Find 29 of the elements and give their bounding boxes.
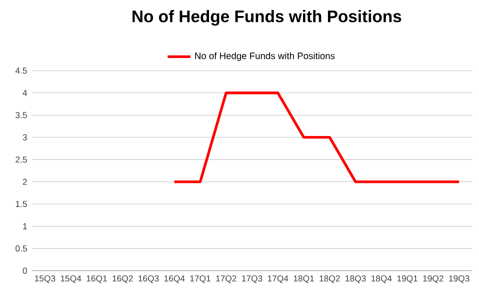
chart-title: No of Hedge Funds with Positions (132, 10, 402, 26)
y-tick-label: 2 (22, 178, 27, 185)
x-tick-label: 18Q3 (346, 275, 366, 284)
x-tick-label: 16Q1 (86, 275, 107, 284)
x-tick-label: 18Q2 (320, 275, 340, 284)
legend-label: No of Hedge Funds with Positions (195, 52, 335, 62)
y-tick-label: 3.5 (16, 112, 27, 118)
x-tick-label: 15Q3 (35, 275, 56, 284)
x-tick-label: 16Q4 (164, 275, 185, 284)
x-tick-label: 16Q3 (138, 275, 159, 284)
x-tick-label: 17Q3 (242, 275, 262, 284)
y-tick-label: 4.5 (15, 68, 27, 74)
y-tick-label: 4 (22, 90, 28, 96)
y-tick-label: 2.5 (16, 156, 27, 163)
x-tick-label: 17Q4 (268, 275, 288, 284)
x-tick-label: 17Q2 (216, 275, 236, 284)
x-tick-label: 17Q1 (190, 275, 210, 284)
y-tick-label: 3 (22, 134, 27, 140)
x-tick-label: 18Q1 (294, 275, 314, 284)
x-tick-label: 15Q4 (60, 275, 82, 284)
x-tick-label: 19Q1 (397, 275, 418, 284)
x-tick-label: 18Q4 (371, 275, 392, 284)
x-tick-label: 16Q2 (112, 275, 133, 284)
y-tick-label: 1.5 (16, 200, 27, 208)
y-tick-label: 0 (22, 268, 27, 274)
y-tick-label: 0.5 (16, 245, 27, 252)
x-tick-label: 19Q3 (449, 275, 470, 284)
x-tick-label: 19Q2 (423, 275, 444, 284)
y-tick-label: 1 (23, 223, 27, 230)
